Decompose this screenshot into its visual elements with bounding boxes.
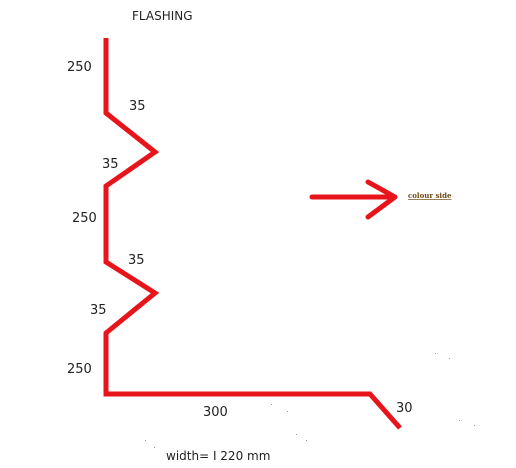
- dimension-bend2-lower: 35: [90, 303, 107, 318]
- dimension-bottom: 250: [67, 362, 92, 377]
- flashing-profile: [103, 38, 402, 430]
- colour-side-label: colour side: [408, 191, 452, 200]
- diagram-title: FLASHING: [132, 9, 193, 23]
- width-note: width= I 220 mm: [166, 449, 270, 463]
- dimension-bend2-upper: 35: [128, 253, 145, 268]
- scan-specks: [145, 353, 475, 448]
- dimension-top: 250: [67, 60, 92, 75]
- colour-side-arrow: [309, 179, 398, 220]
- dimension-middle: 250: [72, 211, 97, 226]
- dimension-bend1-upper: 35: [129, 99, 146, 114]
- dimension-lip: 30: [396, 401, 413, 416]
- dimension-bend1-lower: 35: [102, 157, 119, 172]
- dimension-base: 300: [203, 405, 228, 420]
